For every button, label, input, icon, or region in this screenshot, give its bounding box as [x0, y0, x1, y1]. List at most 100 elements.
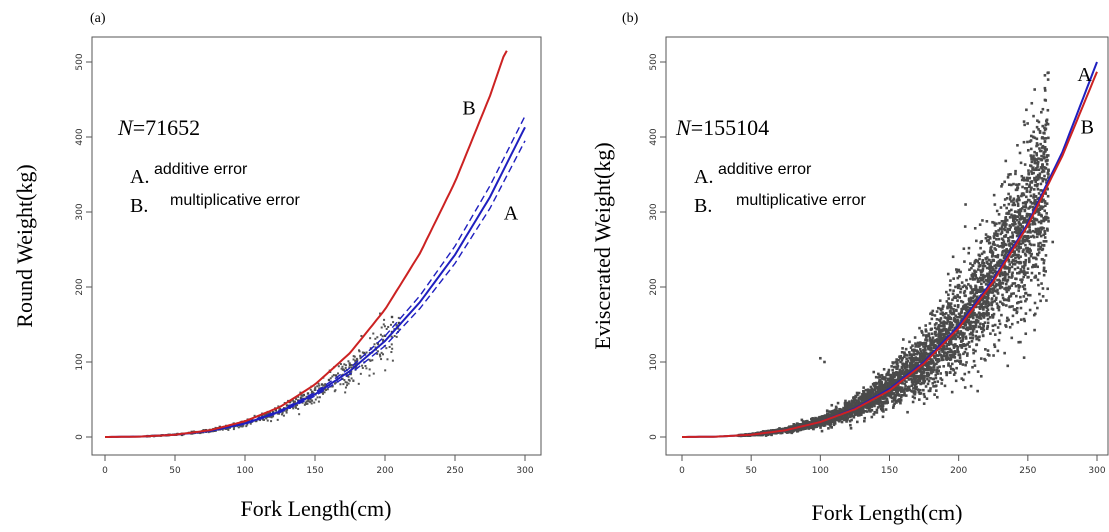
- scatter-point: [963, 323, 967, 327]
- scatter-point: [916, 374, 919, 378]
- x-tick-label: 100: [236, 466, 253, 476]
- y-tick-label: 200: [649, 278, 659, 295]
- scatter-point: [914, 342, 917, 345]
- scatter-point: [924, 324, 927, 327]
- scatter-point: [998, 227, 1002, 230]
- scatter-point: [927, 332, 931, 336]
- scatter-point: [382, 340, 385, 343]
- scatter-point: [945, 373, 948, 377]
- scatter-point: [961, 337, 965, 341]
- scatter-point: [1002, 227, 1006, 231]
- scatter-point: [1022, 317, 1026, 321]
- scatter-point: [912, 392, 916, 395]
- scatter-point: [904, 394, 908, 397]
- scatter-point: [884, 400, 887, 403]
- scatter-point: [777, 428, 780, 432]
- scatter-point: [944, 312, 948, 315]
- scatter-point: [1022, 178, 1026, 182]
- scatter-point: [385, 347, 388, 350]
- scatter-point: [1015, 231, 1018, 235]
- scatter-point: [358, 350, 361, 353]
- scatter-point: [1030, 155, 1033, 159]
- scatter-point: [1028, 198, 1031, 202]
- scatter-point: [1038, 131, 1042, 134]
- scatter-point: [1019, 340, 1022, 344]
- scatter-point: [997, 229, 1000, 232]
- legend-key-a-additive: A.: [130, 166, 149, 188]
- scatter-point: [887, 368, 891, 372]
- scatter-point: [1004, 324, 1007, 327]
- scatter-point: [782, 427, 785, 431]
- scatter-point: [979, 269, 983, 272]
- scatter-point: [875, 411, 879, 414]
- scatter-point: [996, 349, 1000, 353]
- scatter-point: [1042, 219, 1046, 223]
- scatter-point: [912, 387, 915, 390]
- scatter-point: [912, 360, 915, 363]
- scatter-point: [963, 321, 967, 324]
- scatter-point: [997, 264, 1000, 267]
- scatter-point: [902, 338, 905, 341]
- scatter-point: [1021, 278, 1024, 281]
- scatter-point: [1010, 242, 1014, 246]
- scatter-point: [1051, 240, 1055, 244]
- scatter-point: [980, 282, 983, 286]
- scatter-point: [955, 366, 958, 370]
- scatter-point: [919, 369, 922, 373]
- scatter-point: [979, 322, 982, 326]
- scatter-point: [1038, 149, 1042, 153]
- scatter-point: [956, 331, 959, 335]
- scatter-point: [960, 346, 964, 349]
- scatter-point: [856, 414, 860, 417]
- scatter-point: [962, 378, 965, 382]
- scatter-point: [1007, 299, 1011, 302]
- scatter-point: [865, 394, 869, 397]
- scatter-point: [862, 386, 865, 389]
- scatter-point: [1045, 162, 1049, 166]
- scatter-point: [352, 358, 355, 361]
- scatter-point: [973, 313, 977, 317]
- scatter-point: [1042, 198, 1045, 202]
- scatter-point: [1016, 186, 1020, 190]
- scatter-point: [953, 371, 957, 375]
- scatter-point: [983, 321, 987, 324]
- scatter-point: [979, 317, 983, 320]
- scatter-point: [1012, 218, 1015, 221]
- scatter-point: [1017, 231, 1021, 234]
- scatter-point: [293, 402, 296, 405]
- scatter-point: [878, 378, 881, 382]
- scatter-point: [982, 300, 986, 303]
- scatter-point: [991, 271, 995, 275]
- scatter-point: [997, 213, 1001, 216]
- scatter-point: [344, 366, 347, 369]
- scatter-point: [889, 373, 893, 377]
- scatter-point: [1036, 278, 1040, 282]
- scatter-point: [1013, 203, 1017, 207]
- scatter-point: [952, 312, 956, 316]
- scatter-point: [1014, 217, 1017, 221]
- scatter-point: [906, 359, 910, 363]
- scatter-point: [920, 356, 923, 360]
- scatter-point: [967, 251, 970, 255]
- scatter-point: [859, 395, 862, 399]
- scatter-point: [325, 384, 328, 387]
- scatter-point: [914, 376, 918, 380]
- scatter-point: [853, 413, 857, 416]
- scatter-point: [978, 257, 981, 261]
- scatter-point: [998, 322, 1002, 326]
- scatter-point: [318, 384, 321, 387]
- scatter-point: [1020, 280, 1024, 284]
- scatter-point: [1013, 260, 1017, 263]
- scatter-point: [935, 368, 939, 372]
- x-tick-label: 50: [169, 466, 181, 476]
- scatter-point: [945, 330, 949, 334]
- scatter-point: [801, 427, 805, 430]
- scatter-point: [344, 364, 347, 367]
- scatter-point: [891, 406, 895, 409]
- scatter-point: [1015, 248, 1019, 251]
- scatter-point: [864, 388, 868, 392]
- scatter-point: [889, 393, 893, 397]
- scatter-point: [979, 290, 982, 294]
- scatter-point: [350, 370, 353, 373]
- scatter-point: [816, 419, 819, 423]
